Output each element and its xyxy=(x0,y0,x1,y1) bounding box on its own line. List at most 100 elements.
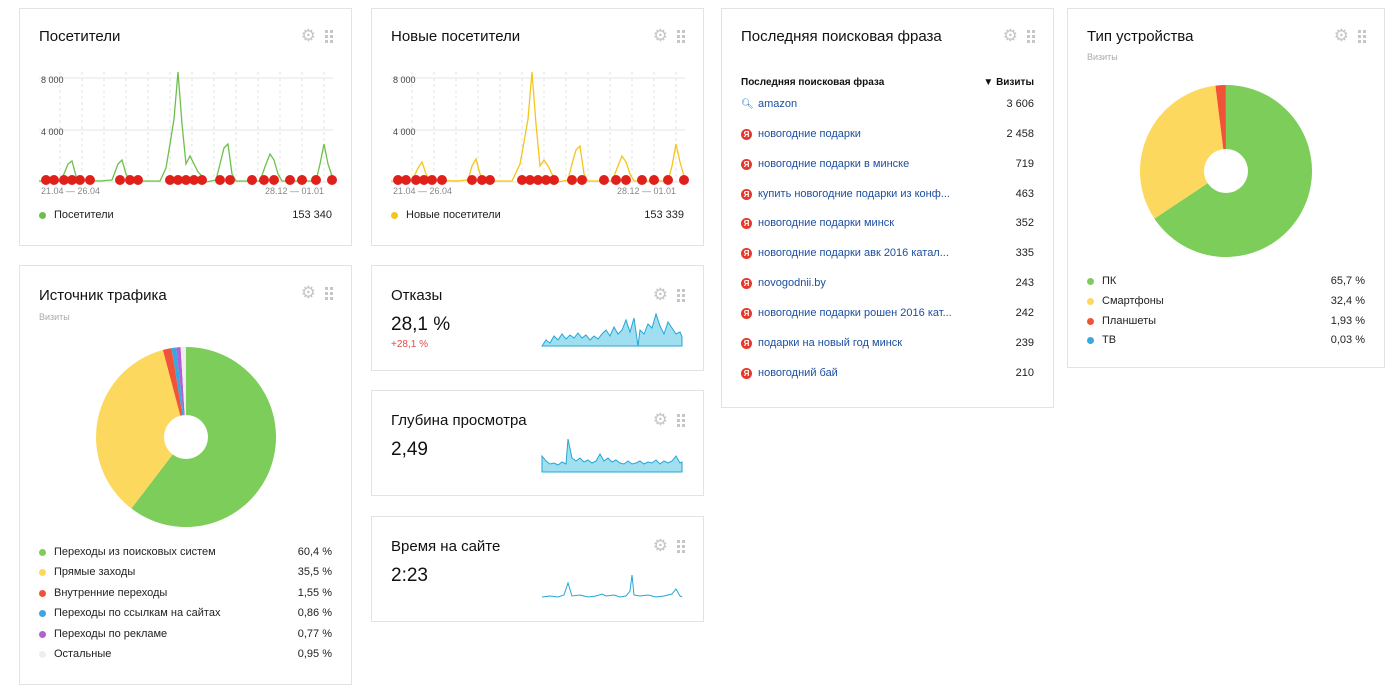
pie-slice[interactable] xyxy=(162,348,186,437)
drag-handle-icon[interactable] xyxy=(677,29,685,43)
gear-icon[interactable]: ⚙ xyxy=(652,285,668,304)
legend-value: 0,86 % xyxy=(297,607,332,619)
visits-value: 2 458 xyxy=(1006,128,1034,140)
annotation-markers[interactable] xyxy=(41,175,337,185)
legend-item[interactable]: ПК 65,7 % xyxy=(1087,273,1365,289)
table-row[interactable]: Я новогодний бай 210 xyxy=(741,364,1034,382)
gear-icon[interactable]: ⚙ xyxy=(652,26,668,45)
legend-item[interactable]: Остальные 0,95 % xyxy=(39,646,332,662)
drag-handle-icon[interactable] xyxy=(677,288,685,302)
legend-label: Новые посетители xyxy=(406,209,501,221)
phrase-link[interactable]: новогодние подарки xyxy=(758,128,861,140)
column-header-phrase[interactable]: Последняя поисковая фраза xyxy=(741,77,885,88)
table-header: Последняя поисковая фраза ▼ Визиты xyxy=(741,77,1034,88)
legend-label: Переходы из поисковых систем xyxy=(54,546,216,558)
phrase-link[interactable]: новогодние подарки авк 2016 катал... xyxy=(758,247,949,259)
drag-handle-icon[interactable] xyxy=(677,539,685,553)
table-row[interactable]: Я подарки на новый год минск 239 xyxy=(741,334,1034,352)
pie-slice[interactable] xyxy=(176,347,186,437)
widget-controls: ⚙ xyxy=(1002,26,1035,45)
pie-slice[interactable] xyxy=(96,350,186,509)
legend-item[interactable]: Переходы по ссылкам на сайтах 0,86 % xyxy=(39,605,332,621)
table-row[interactable]: Я новогодние подарки минск 352 xyxy=(741,214,1034,232)
depth-sparkline[interactable] xyxy=(540,434,685,474)
device-pie-chart[interactable] xyxy=(1068,81,1386,271)
yandex-icon: Я xyxy=(741,217,752,229)
legend-item[interactable]: Планшеты 1,93 % xyxy=(1087,313,1365,329)
drag-handle-icon[interactable] xyxy=(1027,29,1035,43)
widget-controls: ⚙ xyxy=(652,536,685,555)
metric-value: 2,49 xyxy=(391,439,428,460)
visitors-line-chart[interactable]: 8 000 4 000 21.04 — 26.04 28.12 — 01.01 xyxy=(20,64,353,194)
drag-handle-icon[interactable] xyxy=(1358,29,1366,43)
legend-label: Внутренние переходы xyxy=(54,587,168,599)
table-row[interactable]: Я купить новогодние подарки из конф... 4… xyxy=(741,185,1034,203)
phrase-link[interactable]: amazon xyxy=(758,98,798,110)
widget-controls: ⚙ xyxy=(300,283,333,302)
gear-icon[interactable]: ⚙ xyxy=(652,536,668,555)
gear-icon[interactable]: ⚙ xyxy=(300,26,316,45)
legend-label: Планшеты xyxy=(1102,315,1157,327)
traffic-pie-chart[interactable] xyxy=(20,342,353,532)
table-row[interactable]: Я новогодние подарки в минске 719 xyxy=(741,155,1034,173)
phrase-link[interactable]: новогодние подарки минск xyxy=(758,217,895,229)
phrase-link[interactable]: подарки на новый год минск xyxy=(758,337,903,349)
visitors-widget: Посетители ⚙ 8 000 4 000 xyxy=(19,8,352,246)
legend-color-dot xyxy=(1087,317,1094,325)
pie-slice[interactable] xyxy=(180,347,186,437)
visits-value: 3 606 xyxy=(1006,98,1034,110)
column-header-visits[interactable]: ▼ Визиты xyxy=(983,77,1034,88)
gear-icon[interactable]: ⚙ xyxy=(1333,26,1349,45)
legend-value: 32,4 % xyxy=(1330,295,1365,307)
widget-title: Посетители xyxy=(39,28,121,45)
pie-slice[interactable] xyxy=(1140,85,1226,219)
drag-handle-icon[interactable] xyxy=(677,413,685,427)
yandex-icon: Я xyxy=(741,337,752,349)
phrase-link[interactable]: новогодние подарки рошен 2016 кат... xyxy=(758,307,952,319)
legend-item[interactable]: Переходы по рекламе 0,77 % xyxy=(39,626,332,642)
widget-title: Отказы xyxy=(391,287,443,304)
phrase-link[interactable]: новогодние подарки в минске xyxy=(758,158,910,170)
pie-slice[interactable] xyxy=(171,347,186,437)
legend-item[interactable]: Прямые заходы 35,5 % xyxy=(39,564,332,580)
visits-value: 239 xyxy=(1015,337,1034,349)
y-tick-label: 4 000 xyxy=(393,127,416,137)
legend-color-dot xyxy=(39,650,46,658)
legend-item[interactable]: Внутренние переходы 1,55 % xyxy=(39,585,332,601)
legend-item[interactable]: Новые посетители 153 339 xyxy=(391,207,684,223)
drag-handle-icon[interactable] xyxy=(325,29,333,43)
yandex-icon: Я xyxy=(741,188,752,200)
phrase-link[interactable]: купить новогодние подарки из конф... xyxy=(758,188,950,200)
legend-color-dot xyxy=(1087,277,1094,285)
legend-color-dot xyxy=(391,211,398,219)
new-visitors-line-chart[interactable]: 8 000 4 000 21.04 — 26.04 28.12 — 01.01 xyxy=(372,64,705,194)
metric-delta: +28,1 % xyxy=(391,339,428,350)
time-sparkline[interactable] xyxy=(540,561,685,601)
visits-value: 242 xyxy=(1015,307,1034,319)
drag-handle-icon[interactable] xyxy=(325,286,333,300)
table-row[interactable]: Я новогодние подарки авк 2016 катал... 3… xyxy=(741,244,1034,262)
phrase-link[interactable]: novogodnii.by xyxy=(758,277,826,289)
gear-icon[interactable]: ⚙ xyxy=(652,410,668,429)
widget-subtitle: Визиты xyxy=(39,312,70,322)
table-row[interactable]: 🔍︎ amazon 3 606 xyxy=(741,95,1034,113)
legend-value: 0,95 % xyxy=(297,648,332,660)
search-phrase-widget: Последняя поисковая фраза ⚙ Последняя по… xyxy=(721,8,1054,408)
legend-color-dot xyxy=(39,211,46,219)
bounce-sparkline[interactable] xyxy=(540,310,685,350)
gear-icon[interactable]: ⚙ xyxy=(300,283,316,302)
table-row[interactable]: Я novogodnii.by 243 xyxy=(741,274,1034,292)
legend-item[interactable]: Посетители 153 340 xyxy=(39,207,332,223)
table-row[interactable]: Я новогодние подарки рошен 2016 кат... 2… xyxy=(741,304,1034,322)
legend-color-dot xyxy=(39,589,46,597)
table-row[interactable]: Я новогодние подарки 2 458 xyxy=(741,125,1034,143)
visits-value: 719 xyxy=(1015,158,1034,170)
new-visitors-widget: Новые посетители ⚙ 8 000 4 000 xyxy=(371,8,704,246)
annotation-markers[interactable] xyxy=(393,175,689,185)
legend-item[interactable]: Смартфоны 32,4 % xyxy=(1087,293,1365,309)
legend-item[interactable]: ТВ 0,03 % xyxy=(1087,332,1365,348)
legend-label: Посетители xyxy=(54,209,114,221)
phrase-link[interactable]: новогодний бай xyxy=(758,367,838,379)
gear-icon[interactable]: ⚙ xyxy=(1002,26,1018,45)
legend-item[interactable]: Переходы из поисковых систем 60,4 % xyxy=(39,544,332,560)
